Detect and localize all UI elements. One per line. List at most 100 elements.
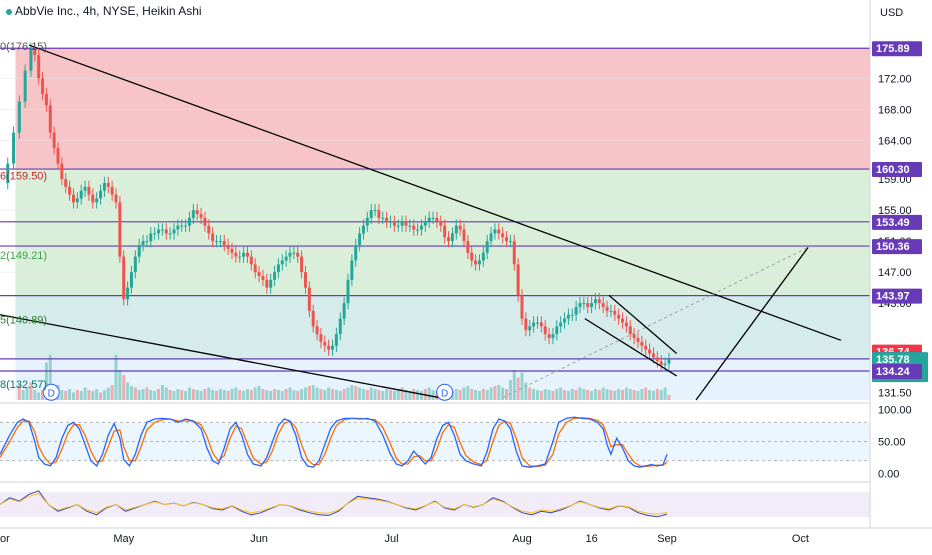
time-axis[interactable]: or May Jun Jul Aug 16 Sep Oct bbox=[0, 527, 932, 545]
volume-bar bbox=[234, 387, 238, 400]
time-tick: Aug bbox=[512, 533, 532, 545]
volume-bar bbox=[75, 390, 79, 400]
volume-bar bbox=[68, 389, 72, 400]
cci-panel bbox=[0, 481, 932, 518]
candle-body bbox=[44, 93, 48, 106]
volume-bar bbox=[470, 389, 474, 400]
candles bbox=[6, 42, 671, 372]
volume-bar bbox=[636, 391, 640, 400]
volume-bar bbox=[269, 391, 273, 400]
volume-bar bbox=[427, 387, 431, 400]
volume-bar bbox=[122, 375, 126, 400]
trend-line-4 bbox=[695, 246, 809, 401]
volume-bar bbox=[628, 389, 632, 400]
grid bbox=[0, 78, 870, 273]
candle-body bbox=[400, 221, 404, 226]
candle-body bbox=[516, 264, 520, 296]
candle-body bbox=[563, 318, 567, 323]
trend-line-3 bbox=[608, 294, 678, 354]
candle-body bbox=[296, 252, 300, 257]
candle-body bbox=[655, 357, 659, 362]
volume-bar bbox=[419, 391, 423, 400]
volume-bar bbox=[466, 386, 470, 400]
candle-body bbox=[110, 186, 114, 195]
price-badge-label: 160.30 bbox=[876, 164, 910, 176]
volume-bar bbox=[176, 389, 180, 400]
candle-body bbox=[520, 295, 524, 319]
volume-bar bbox=[474, 390, 478, 400]
volume-bar bbox=[157, 389, 161, 400]
volume-bar bbox=[400, 387, 404, 400]
candle-body bbox=[450, 233, 454, 242]
volume-bar bbox=[574, 390, 578, 400]
volume-bar bbox=[597, 390, 601, 400]
candle-body bbox=[315, 326, 319, 335]
volume-bar bbox=[563, 390, 567, 400]
candle-body bbox=[184, 225, 188, 227]
candle-body bbox=[535, 322, 539, 324]
price-axis[interactable]: USD176.00172.00168.00164.00159.00155.001… bbox=[869, 0, 932, 550]
fib-label: 0(176.15) bbox=[0, 41, 47, 53]
volume-bar bbox=[41, 390, 45, 400]
candle-body bbox=[265, 279, 269, 288]
volume-bar bbox=[160, 385, 164, 400]
candle-body bbox=[617, 314, 621, 319]
volume-bar bbox=[149, 390, 153, 400]
volume-bar bbox=[532, 389, 536, 400]
volume-bar bbox=[296, 391, 300, 400]
volume-bar bbox=[385, 389, 389, 400]
volume-bar bbox=[168, 390, 172, 400]
candle-body bbox=[269, 279, 273, 288]
volume-bar bbox=[551, 391, 555, 400]
volume-bar bbox=[284, 389, 288, 400]
candle-body bbox=[133, 256, 137, 273]
volume-bar bbox=[365, 390, 369, 400]
stoch-d-line bbox=[0, 417, 668, 468]
candle-body bbox=[307, 287, 311, 311]
volume-bar bbox=[338, 391, 342, 400]
candle-body bbox=[431, 217, 435, 219]
volume-bar bbox=[99, 392, 103, 400]
candle-body bbox=[187, 217, 191, 226]
trend-line-1 bbox=[0, 314, 440, 399]
volume-bar bbox=[408, 391, 412, 400]
volume-bar bbox=[485, 390, 489, 400]
candle-body bbox=[566, 314, 570, 319]
candle-body bbox=[474, 260, 478, 265]
candle-body bbox=[288, 252, 292, 257]
volume-bar bbox=[381, 391, 385, 400]
candle-body bbox=[172, 229, 176, 234]
candle-body bbox=[17, 101, 21, 133]
volume-bar bbox=[87, 390, 91, 400]
status-dot-icon bbox=[6, 8, 12, 15]
candle-body bbox=[41, 78, 45, 94]
candle-body bbox=[211, 233, 215, 242]
volume-bar bbox=[350, 385, 354, 400]
candle-body bbox=[636, 338, 640, 342]
volume-bar bbox=[25, 387, 29, 400]
cci-band bbox=[0, 492, 870, 517]
candle-body bbox=[168, 233, 172, 235]
candle-body bbox=[323, 341, 327, 346]
candle-body bbox=[497, 229, 501, 234]
dividend-marker-label: D bbox=[441, 388, 448, 399]
volume-bar bbox=[245, 389, 249, 400]
candle-body bbox=[261, 276, 265, 280]
candle-body bbox=[543, 326, 547, 335]
candle-body bbox=[195, 210, 199, 214]
volume-bar bbox=[211, 390, 215, 400]
price-badge-label: 150.36 bbox=[876, 241, 910, 253]
candle-body bbox=[180, 225, 184, 227]
candle-body bbox=[605, 307, 609, 311]
price-badge-label: 134.24 bbox=[876, 366, 911, 378]
level-lines[interactable] bbox=[0, 47, 870, 372]
candle-body bbox=[419, 225, 423, 230]
volume-bar bbox=[377, 390, 381, 400]
trend-line-2 bbox=[584, 318, 678, 377]
osc-tick: 100.00 bbox=[878, 404, 912, 416]
candle-body bbox=[350, 260, 354, 280]
volume-bar bbox=[648, 390, 652, 400]
